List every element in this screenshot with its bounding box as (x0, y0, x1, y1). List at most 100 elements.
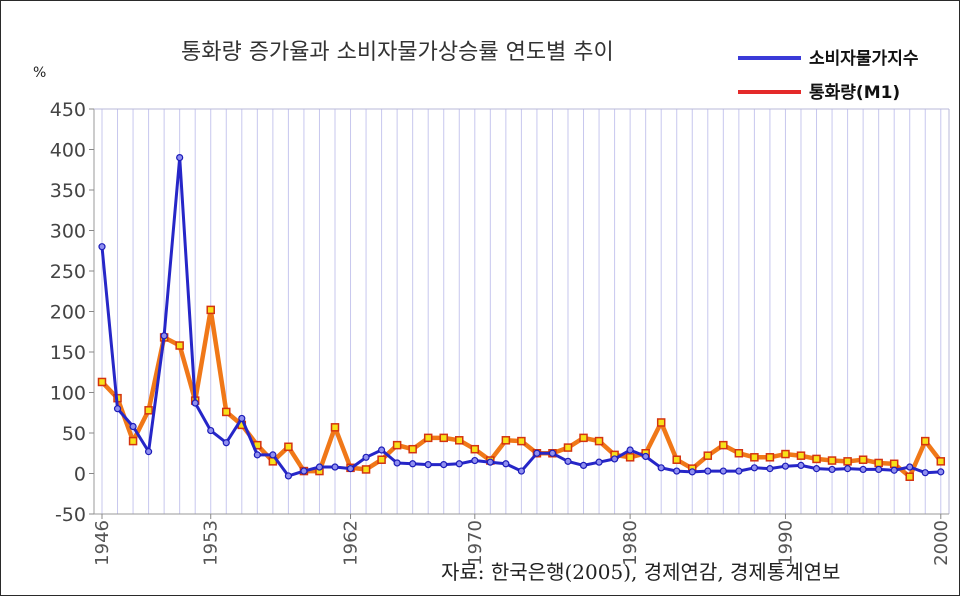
y-tick-label: 300 (50, 221, 86, 243)
m1-point (874, 458, 883, 468)
x-tick-label: 1990 (775, 520, 796, 566)
m1-point (765, 453, 775, 462)
x-tick-label: 1970 (465, 520, 486, 566)
cpi-point (828, 465, 836, 474)
cpi-point (98, 243, 106, 251)
cpi-point (269, 451, 277, 459)
m1-point (579, 433, 588, 443)
m1-point (563, 443, 573, 452)
y-unit-label: % (33, 65, 46, 81)
cpi-point (284, 472, 292, 480)
cpi-point (517, 467, 525, 475)
legend-label-cpi: 소비자물가지수 (809, 49, 919, 69)
cpi-point (315, 463, 324, 471)
cpi-point (377, 446, 386, 454)
cpi-point (781, 462, 790, 470)
m1-point (594, 436, 604, 446)
cpi-point (812, 465, 821, 473)
y-tick-label: 0 (74, 464, 86, 486)
cpi-point (409, 460, 417, 468)
m1-point (812, 454, 821, 464)
m1-point (905, 472, 914, 481)
cpi-point (300, 467, 308, 475)
m1-point (392, 440, 402, 450)
m1-point (175, 341, 184, 350)
cpi-point (673, 467, 681, 475)
x-tick-label: 2000 (931, 520, 952, 566)
cpi-point (688, 468, 696, 476)
cpi-point (610, 455, 619, 463)
m1-point (781, 449, 790, 459)
m1-point (330, 423, 340, 432)
m1-point (377, 455, 386, 464)
cpi-point (579, 461, 588, 469)
m1-point (455, 436, 464, 445)
m1-point (361, 465, 371, 474)
cpi-point (113, 405, 122, 413)
m1-point (408, 444, 417, 454)
y-tick-label: 150 (50, 342, 86, 364)
m1-point (97, 377, 107, 387)
m1-point (734, 449, 744, 458)
m1-point (284, 442, 293, 452)
cpi-point (160, 332, 168, 340)
cpi-point (253, 451, 261, 459)
cpi-point (346, 465, 355, 473)
m1-point (222, 407, 231, 417)
cpi-point (176, 154, 184, 162)
m1-point (501, 436, 511, 445)
m1-point (206, 305, 215, 315)
m1-point (439, 433, 448, 443)
cpi-point (875, 465, 883, 474)
m1-point (517, 436, 526, 446)
y-tick-labels: -50 0 50 100 150 200 250 300 350 400 450 (50, 99, 94, 526)
m1-point (656, 418, 666, 427)
y-tick-label: 50 (62, 423, 86, 445)
cpi-point (843, 465, 852, 473)
y-tick-label: 200 (50, 302, 86, 324)
cpi-point (331, 463, 339, 471)
cpi-point (750, 464, 758, 472)
cpi-point (735, 467, 743, 475)
cpi-point (921, 469, 929, 477)
cpi-point (222, 439, 230, 447)
series-layer (97, 154, 946, 481)
cpi-point (129, 422, 137, 431)
y-tick-label: 100 (50, 383, 86, 405)
m1-point (827, 456, 837, 465)
cpi-point (238, 414, 246, 423)
m1-point (719, 440, 728, 450)
cpi-point (657, 464, 665, 472)
cpi-point (533, 449, 541, 457)
m1-point (470, 444, 480, 454)
cpi-point (890, 466, 898, 474)
x-tick-label: 1953 (201, 520, 222, 566)
cpi-point (424, 460, 432, 469)
chart-title: 통화량 증가율과 소비자물가상승률 연도별 추이 (181, 40, 614, 65)
m1-point (936, 457, 946, 466)
y-tick-label: -50 (55, 504, 86, 526)
cpi-point (859, 465, 867, 474)
x-tick-labels: 1946 1953 1962 1970 1980 1990 2000 (92, 514, 952, 566)
cpi-point (471, 456, 479, 465)
cpi-point (393, 459, 401, 467)
x-tick-label: 1946 (92, 520, 113, 566)
cpi-point (362, 453, 370, 461)
cpi-point (548, 449, 557, 457)
cpi-point (564, 457, 572, 465)
cpi-point (797, 461, 805, 469)
m1-point (672, 455, 681, 464)
m1-point (423, 433, 433, 443)
m1-point (128, 436, 138, 446)
m1-point (796, 451, 806, 460)
cpi-point (937, 468, 945, 476)
cpi-point (502, 460, 510, 468)
x-tick-label: 1962 (341, 520, 362, 566)
m1-point (144, 406, 153, 415)
m1-point (921, 436, 930, 446)
cpi-point (440, 460, 448, 469)
legend-label-m1: 통화량(M1) (809, 83, 900, 103)
cpi-point (626, 446, 634, 454)
cpi-point (906, 463, 914, 471)
